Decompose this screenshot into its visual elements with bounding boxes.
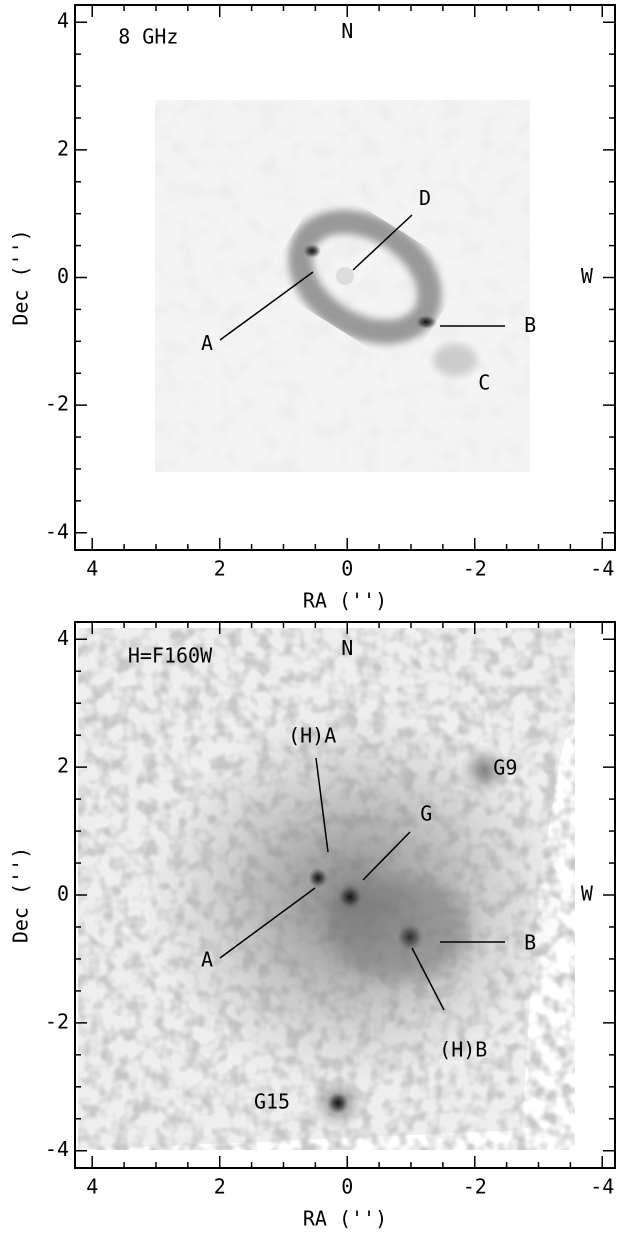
y-tick-label: -4 [45,1137,69,1161]
y-tick-label: -4 [45,519,69,543]
annotation: A [201,331,213,355]
radio-image [155,100,530,472]
annotation: N [341,636,353,660]
annotation: H=F160W [128,644,213,668]
annotation: 8 GHz [118,25,178,49]
x-tick-label: 0 [341,557,353,581]
y-axis-label: Dec ('') [9,229,33,325]
y-tick-label: 0 [57,882,69,906]
infrared-image [78,628,575,1150]
y-tick-label: -2 [45,392,69,416]
annotation: B [524,931,536,955]
y-tick-label: 4 [57,9,69,33]
annotation: D [419,186,431,210]
x-tick-label: 2 [214,1175,226,1199]
x-tick-label: 2 [214,557,226,581]
pointers [219,214,505,1011]
x-tick-label: -4 [590,557,614,581]
annotation: A [201,947,213,971]
annotation: G9 [493,756,517,780]
x-tick-label: -2 [463,1175,487,1199]
annotation: B [524,313,536,337]
annotation: G15 [254,1089,290,1113]
x-tick-label: -4 [590,1175,614,1199]
x-tick-label: 4 [86,1175,98,1199]
y-axis-label: Dec ('') [9,847,33,943]
x-axis-label: RA ('') [303,589,387,613]
y-tick-label: 0 [57,264,69,288]
annotation: N [341,19,353,43]
annotation: C [478,371,490,395]
y-tick-label: 4 [57,626,69,650]
x-tick-label: 0 [341,1175,353,1199]
annotation: (H)B [439,1038,487,1062]
y-tick-label: 2 [57,136,69,160]
y-tick-label: -2 [45,1009,69,1033]
x-tick-label: -2 [463,557,487,581]
annotation: W [581,264,594,288]
annotation: W [581,882,594,906]
annotation: G [420,802,432,826]
x-axis-label: RA ('') [303,1207,387,1231]
annotation: (H)A [288,724,336,748]
x-tick-label: 4 [86,557,98,581]
y-tick-label: 2 [57,754,69,778]
